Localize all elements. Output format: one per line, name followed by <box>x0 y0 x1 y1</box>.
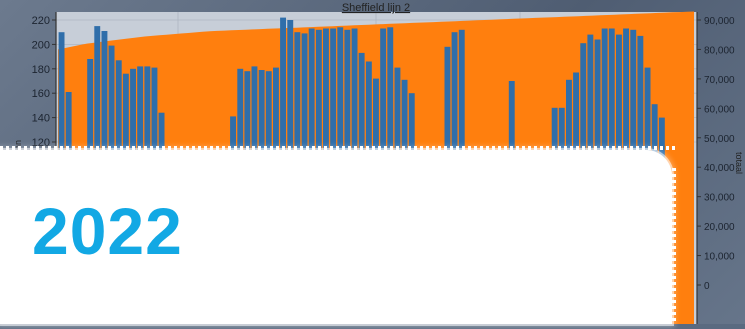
right-tick-label: 30,000 <box>704 193 735 204</box>
right-tick-label: 0 <box>704 281 710 292</box>
right-tick-label: 60,000 <box>704 104 735 115</box>
year-heading: 2022 <box>32 194 183 268</box>
right-tick-label: 90,000 <box>704 16 735 27</box>
left-tick-label: 160 <box>32 88 50 100</box>
right-tick-label: 40,000 <box>704 163 735 174</box>
right-tick-label: 80,000 <box>704 45 735 56</box>
left-tick-label: 220 <box>32 15 50 27</box>
right-tick-label: 70,000 <box>704 75 735 86</box>
right-tick-label: 10,000 <box>704 252 735 263</box>
left-tick-label: 140 <box>32 113 50 125</box>
left-tick-label: 200 <box>32 39 50 51</box>
right-tick-label: 50,000 <box>704 134 735 145</box>
right-tick-label: 20,000 <box>704 222 735 233</box>
right-tick-labels: 90,000 80,000 70,000 60,000 50,000 40,000 30,0… <box>697 16 735 292</box>
chart-title: Sheffield lijn 2 <box>342 2 410 14</box>
right-axis-label: totaal <box>734 152 744 174</box>
title-card: 2022 <box>0 146 676 324</box>
left-tick-label: 180 <box>32 64 50 76</box>
